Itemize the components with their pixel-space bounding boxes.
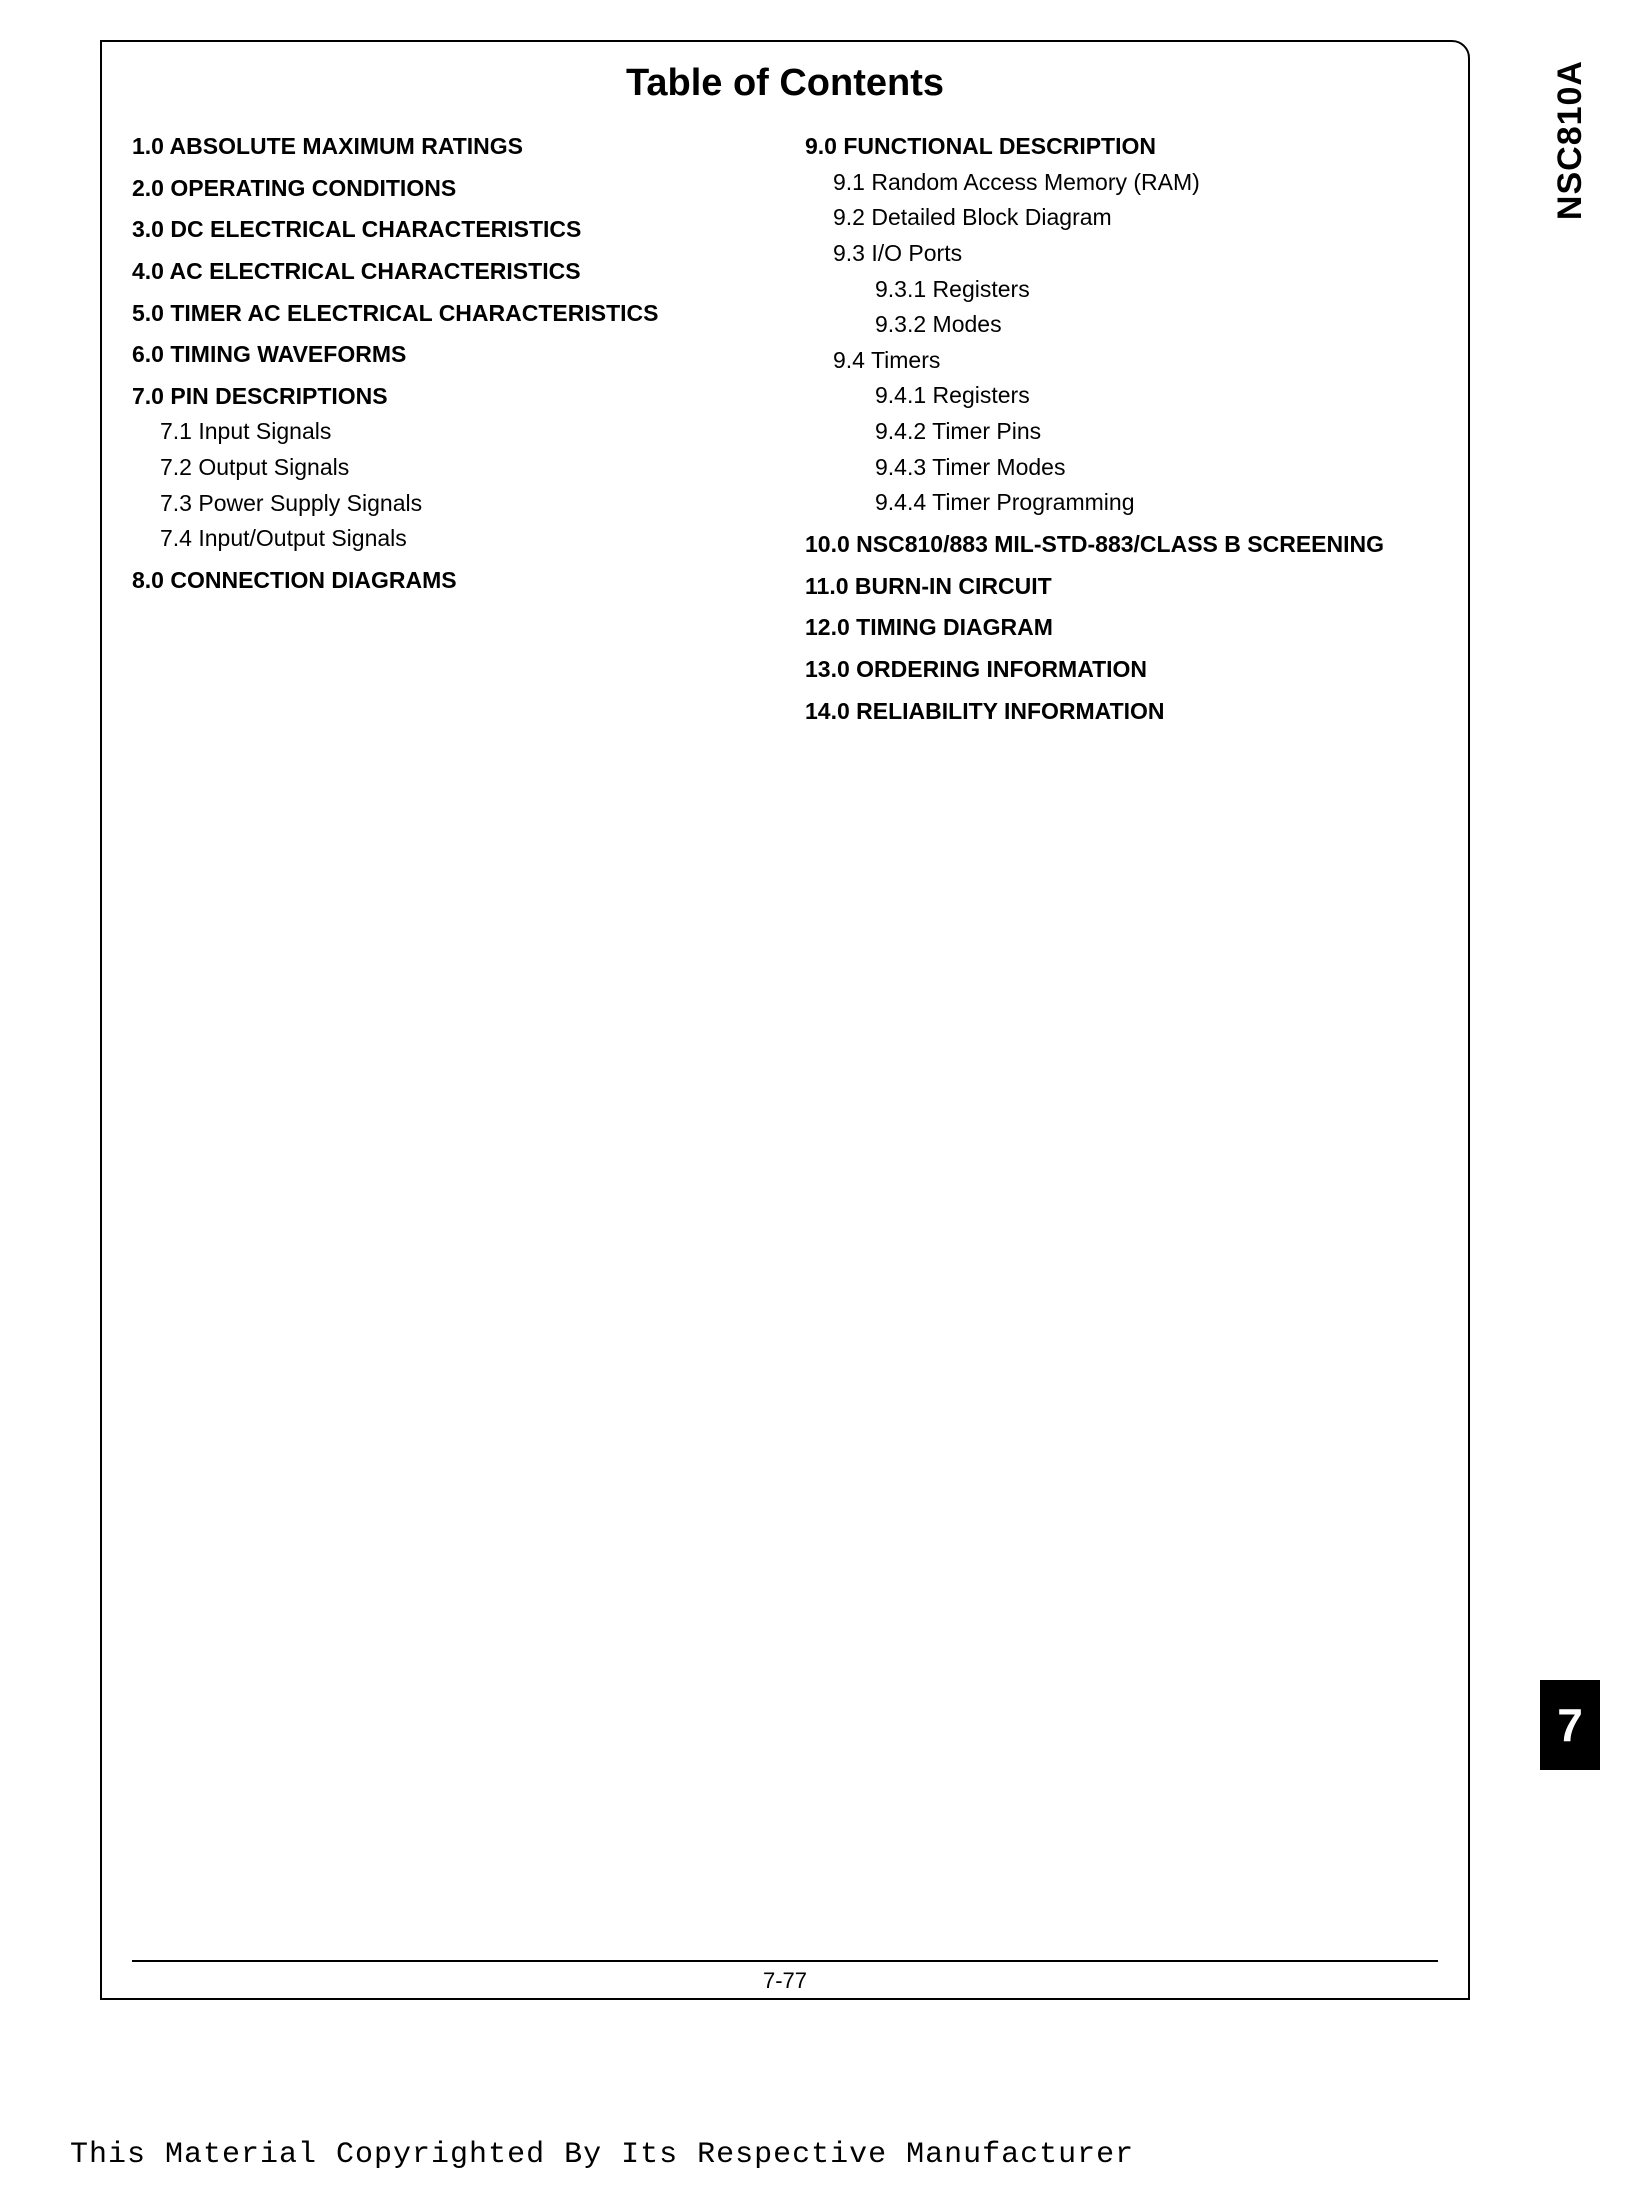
toc-subentry: 9.4 Timers [833,343,1438,379]
toc-entry: 3.0 DC ELECTRICAL CHARACTERISTICS [132,212,765,248]
toc-left-column: 1.0 ABSOLUTE MAXIMUM RATINGS 2.0 OPERATI… [132,123,765,729]
toc-subentry: 9.3 I/O Ports [833,236,1438,272]
toc-subsubentry: 9.4.1 Registers [875,378,1438,414]
toc-entry: 13.0 ORDERING INFORMATION [805,652,1438,688]
toc-subsubentry: 9.4.3 Timer Modes [875,450,1438,486]
toc-subentry: 9.2 Detailed Block Diagram [833,200,1438,236]
toc-entry: 10.0 NSC810/883 MIL-STD-883/CLASS B SCRE… [805,527,1438,563]
toc-subentry: 9.1 Random Access Memory (RAM) [833,165,1438,201]
toc-entry: 2.0 OPERATING CONDITIONS [132,171,765,207]
toc-subsubentry: 9.4.4 Timer Programming [875,485,1438,521]
toc-entry: 4.0 AC ELECTRICAL CHARACTERISTICS [132,254,765,290]
copyright-notice: This Material Copyrighted By Its Respect… [70,2138,1134,2172]
toc-entry: 7.0 PIN DESCRIPTIONS [132,379,765,415]
toc-subentry: 7.2 Output Signals [160,450,765,486]
toc-subentry: 7.3 Power Supply Signals [160,486,765,522]
content-frame: Table of Contents 1.0 ABSOLUTE MAXIMUM R… [100,40,1470,2000]
toc-entry: 6.0 TIMING WAVEFORMS [132,337,765,373]
toc-subsubentry: 9.3.1 Registers [875,272,1438,308]
toc-title: Table of Contents [132,62,1438,105]
toc-subentry: 7.1 Input Signals [160,414,765,450]
toc-entry: 8.0 CONNECTION DIAGRAMS [132,563,765,599]
toc-subsubentry: 9.3.2 Modes [875,307,1438,343]
side-section-tab: 7 [1540,1680,1600,1770]
toc-entry: 1.0 ABSOLUTE MAXIMUM RATINGS [132,129,765,165]
toc-entry: 11.0 BURN-IN CIRCUIT [805,569,1438,605]
toc-columns: 1.0 ABSOLUTE MAXIMUM RATINGS 2.0 OPERATI… [132,123,1438,729]
page-number: 7-77 [102,1962,1468,1994]
toc-subsubentry: 9.4.2 Timer Pins [875,414,1438,450]
toc-subentry: 7.4 Input/Output Signals [160,521,765,557]
toc-entry: 5.0 TIMER AC ELECTRICAL CHARACTERISTICS [132,296,765,332]
side-part-label: NSC810A [1551,60,1590,220]
toc-entry: 12.0 TIMING DIAGRAM [805,610,1438,646]
page: NSC810A 7 Table of Contents 1.0 ABSOLUTE… [0,0,1625,2212]
toc-entry: 14.0 RELIABILITY INFORMATION [805,694,1438,730]
toc-entry: 9.0 FUNCTIONAL DESCRIPTION [805,129,1438,165]
toc-right-column: 9.0 FUNCTIONAL DESCRIPTION 9.1 Random Ac… [805,123,1438,729]
